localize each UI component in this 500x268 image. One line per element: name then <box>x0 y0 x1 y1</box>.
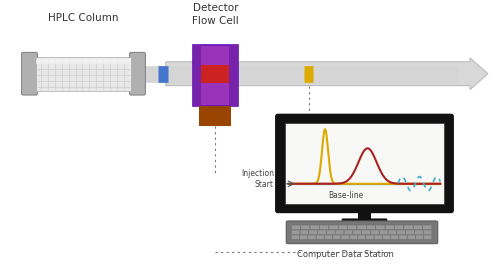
FancyBboxPatch shape <box>276 114 453 213</box>
FancyBboxPatch shape <box>308 235 316 240</box>
FancyBboxPatch shape <box>407 235 416 240</box>
FancyBboxPatch shape <box>394 225 404 230</box>
FancyBboxPatch shape <box>292 225 300 230</box>
FancyBboxPatch shape <box>344 230 352 234</box>
FancyBboxPatch shape <box>22 53 38 95</box>
FancyBboxPatch shape <box>292 235 300 240</box>
Bar <box>192 45 202 106</box>
FancyBboxPatch shape <box>390 235 399 240</box>
Bar <box>229 45 238 106</box>
FancyBboxPatch shape <box>318 230 326 234</box>
Text: Computer Data Station: Computer Data Station <box>297 250 394 259</box>
FancyBboxPatch shape <box>382 235 390 240</box>
FancyBboxPatch shape <box>336 230 344 234</box>
FancyBboxPatch shape <box>348 225 357 230</box>
FancyBboxPatch shape <box>374 235 382 240</box>
FancyBboxPatch shape <box>326 230 335 234</box>
Text: HPLC Column: HPLC Column <box>48 13 118 23</box>
FancyBboxPatch shape <box>342 218 388 225</box>
FancyBboxPatch shape <box>406 230 414 234</box>
FancyBboxPatch shape <box>388 230 396 234</box>
FancyBboxPatch shape <box>422 225 432 230</box>
FancyBboxPatch shape <box>414 230 423 234</box>
FancyBboxPatch shape <box>320 225 328 230</box>
FancyBboxPatch shape <box>358 235 366 240</box>
FancyBboxPatch shape <box>36 57 131 91</box>
FancyBboxPatch shape <box>130 53 146 95</box>
FancyBboxPatch shape <box>332 235 341 240</box>
FancyBboxPatch shape <box>397 230 406 234</box>
FancyBboxPatch shape <box>399 235 407 240</box>
FancyBboxPatch shape <box>357 225 366 230</box>
Bar <box>36 59 131 64</box>
FancyBboxPatch shape <box>324 235 332 240</box>
FancyBboxPatch shape <box>292 230 300 234</box>
Bar <box>192 45 238 106</box>
FancyBboxPatch shape <box>300 225 310 230</box>
FancyBboxPatch shape <box>414 225 422 230</box>
FancyBboxPatch shape <box>385 225 394 230</box>
FancyBboxPatch shape <box>310 225 320 230</box>
FancyBboxPatch shape <box>416 235 424 240</box>
FancyBboxPatch shape <box>329 225 338 230</box>
FancyBboxPatch shape <box>404 225 413 230</box>
FancyBboxPatch shape <box>376 225 385 230</box>
FancyBboxPatch shape <box>362 230 370 234</box>
FancyBboxPatch shape <box>316 235 324 240</box>
Text: Injection
Start: Injection Start <box>241 169 274 189</box>
Bar <box>200 106 231 126</box>
FancyBboxPatch shape <box>350 235 358 240</box>
FancyBboxPatch shape <box>366 225 376 230</box>
FancyBboxPatch shape <box>341 235 349 240</box>
FancyBboxPatch shape <box>300 230 308 234</box>
FancyBboxPatch shape <box>370 230 379 234</box>
Bar <box>202 65 229 83</box>
Bar <box>284 123 444 204</box>
FancyBboxPatch shape <box>338 225 347 230</box>
Text: Base-line: Base-line <box>328 191 364 200</box>
Text: Detector
Flow Cell: Detector Flow Cell <box>192 3 238 26</box>
FancyBboxPatch shape <box>300 235 308 240</box>
FancyBboxPatch shape <box>309 230 318 234</box>
FancyBboxPatch shape <box>424 230 432 234</box>
FancyArrow shape <box>166 58 488 90</box>
FancyBboxPatch shape <box>353 230 362 234</box>
FancyBboxPatch shape <box>286 221 438 244</box>
Bar <box>358 210 372 221</box>
FancyBboxPatch shape <box>366 235 374 240</box>
FancyBboxPatch shape <box>380 230 388 234</box>
FancyBboxPatch shape <box>424 235 432 240</box>
